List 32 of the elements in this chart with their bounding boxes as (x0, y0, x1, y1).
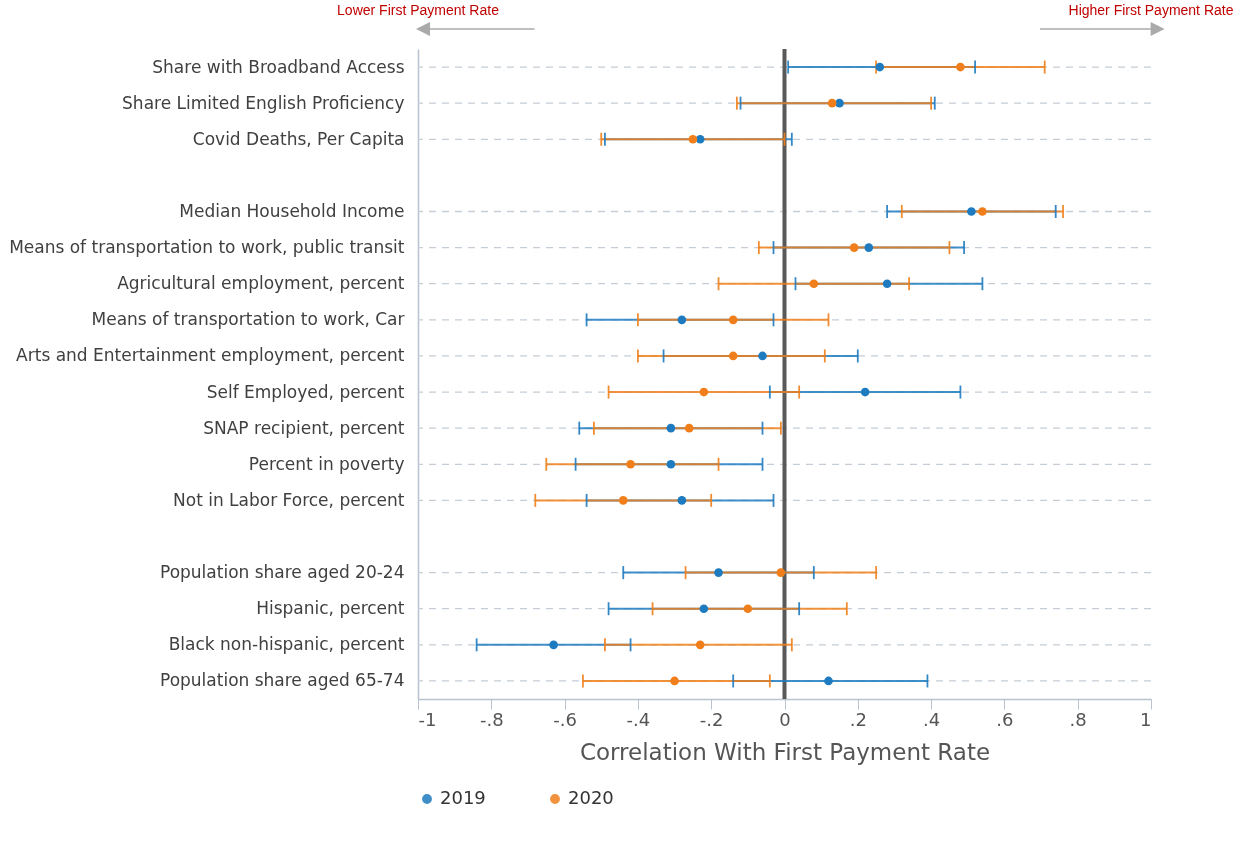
x-tick-label: .8 (1069, 708, 1087, 730)
x-tick-label: -.4 (626, 708, 651, 730)
x-tick-label: 0 (779, 708, 791, 730)
x-tick-label: .4 (923, 708, 941, 730)
y-tick-label: Means of transportation to work, Car (91, 309, 405, 330)
y-tick-label: SNAP recipient, percent (203, 417, 405, 438)
y-tick-label: Share with Broadband Access (152, 56, 405, 77)
x-tick-label: .6 (996, 708, 1014, 730)
legend-label: 2020 (568, 787, 614, 808)
x-tick-label: 1 (1140, 708, 1152, 730)
y-tick-label: Means of transportation to work, public transit (9, 237, 405, 258)
x-tick-label: -.8 (479, 708, 504, 730)
y-tick-label: Not in Labor Force, percent (173, 489, 405, 510)
y-tick-label: Arts and Entertainment employment, percent (16, 345, 405, 366)
y-tick-label: Black non-hispanic, percent (168, 634, 405, 655)
x-tick-label: -.6 (553, 708, 577, 730)
x-tick-label: .2 (849, 708, 867, 730)
y-tick-label: Share Limited English Proficiency (122, 92, 405, 113)
y-tick-label: Agricultural employment, percent (117, 273, 405, 294)
y-tick-label: Population share aged 65-74 (159, 670, 405, 691)
y-tick-label: Self Employed, percent (206, 381, 405, 402)
y-tick-label: Percent in poverty (248, 453, 405, 474)
x-tick-label: -.2 (699, 708, 724, 730)
x-axis-title: Correlation With First Payment Rate (579, 738, 991, 765)
y-tick-label: Hispanic, percent (256, 598, 405, 619)
y-tick-label: Median Household Income (179, 201, 405, 221)
y-tick-label: Covid Deaths, Per Capita (192, 128, 405, 149)
text: Lower First Payment Rate (337, 2, 500, 18)
y-tick-label: Population share aged 20-24 (159, 562, 405, 583)
legend-label: 2019 (440, 787, 486, 808)
text: Higher First Payment Rate (1068, 2, 1234, 18)
x-tick-label: -1 (418, 708, 437, 730)
